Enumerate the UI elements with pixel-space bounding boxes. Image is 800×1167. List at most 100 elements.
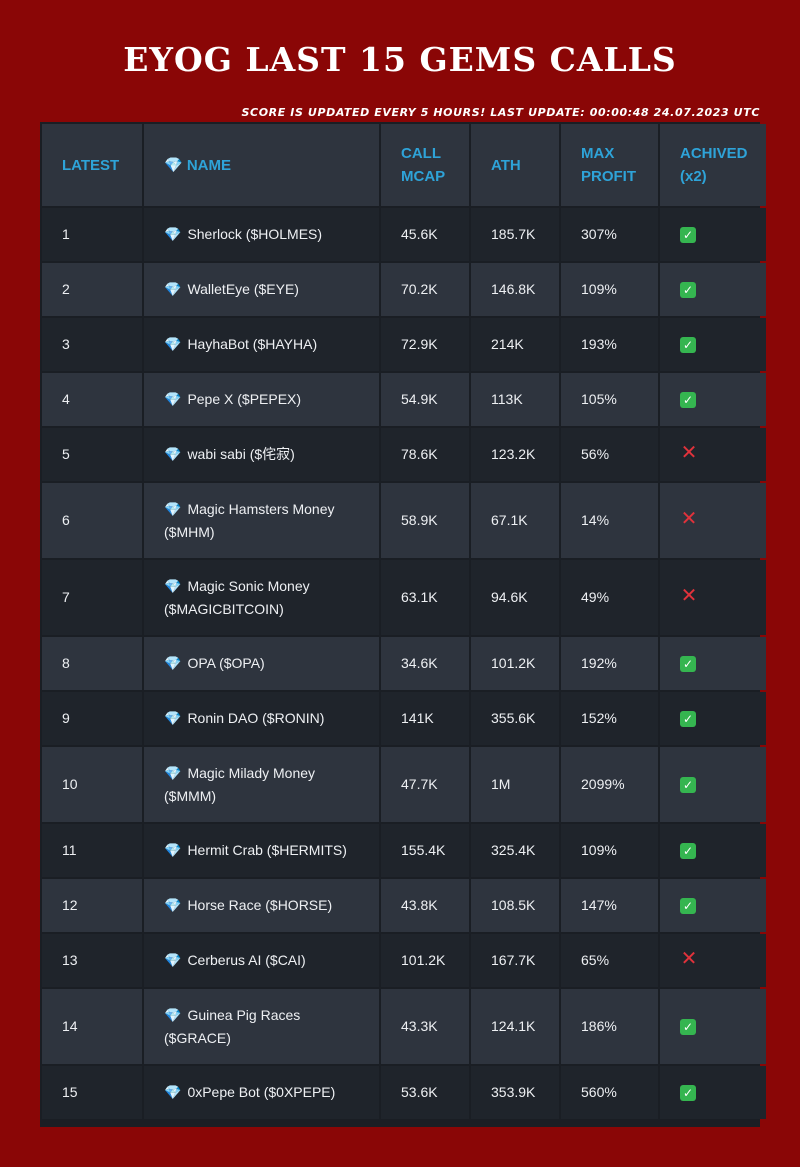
cell-achieved: ✓ (660, 989, 766, 1064)
cell-ath: 113K (471, 373, 559, 426)
cell-ath: 94.6K (471, 560, 559, 635)
gem-icon: 💎 (164, 952, 182, 968)
cell-call-mcap: 47.7K (381, 747, 469, 822)
token-name: Magic Sonic Money ($MAGICBITCOIN) (164, 577, 310, 617)
check-mark-icon: ✓ (680, 1019, 696, 1035)
gem-icon: 💎 (164, 226, 182, 242)
cell-name: 💎 Cerberus AI ($CAI) (144, 934, 379, 987)
cell-name: 💎 Sherlock ($HOLMES) (144, 208, 379, 261)
column-header-call-mcap: CALL MCAP (381, 124, 469, 206)
token-name: Sherlock ($HOLMES) (187, 226, 323, 242)
token-name: HayhaBot ($HAYHA) (187, 336, 318, 352)
cell-latest: 12 (42, 879, 142, 932)
gem-icon: 💎 (164, 655, 182, 671)
cell-max-profit: 307% (561, 208, 658, 261)
cell-max-profit: 109% (561, 824, 658, 877)
cell-call-mcap: 34.6K (381, 637, 469, 690)
cell-ath: 101.2K (471, 637, 559, 690)
cell-achieved: ✓ (660, 373, 766, 426)
cell-latest: 13 (42, 934, 142, 987)
gem-icon: 💎 (164, 1006, 182, 1023)
cell-call-mcap: 54.9K (381, 373, 469, 426)
check-mark-icon: ✓ (680, 777, 696, 793)
cell-achieved: ✕ (660, 428, 766, 481)
table-row: 8 💎 OPA ($OPA) 34.6K 101.2K 192% ✓ (42, 637, 766, 690)
token-name: WalletEye ($EYE) (187, 281, 299, 297)
token-name: Magic Hamsters Money ($MHM) (164, 500, 335, 540)
cell-ath: 67.1K (471, 483, 559, 558)
table-row: 2 💎 WalletEye ($EYE) 70.2K 146.8K 109% ✓ (42, 263, 766, 316)
cell-call-mcap: 78.6K (381, 428, 469, 481)
cell-achieved: ✓ (660, 318, 766, 371)
page-title: EYOG LAST 15 GEMS CALLS (123, 40, 677, 79)
cell-max-profit: 152% (561, 692, 658, 745)
table-row: 6 💎 Magic Hamsters Money ($MHM) 58.9K 67.1K 1… (42, 483, 766, 558)
table-body: 1 💎 Sherlock ($HOLMES) 45.6K 185.7K 307% ✓ 2 💎 Wa… (42, 208, 766, 1119)
gem-icon: 💎 (164, 710, 182, 726)
table-row: 11 💎 Hermit Crab ($HERMITS) 155.4K 325.4K 109… (42, 824, 766, 877)
check-mark-icon: ✓ (680, 711, 696, 727)
gems-table-container: LATEST 💎 NAME CALL MCAP ATH MAX PROFIT A… (40, 122, 766, 1127)
cell-max-profit: 56% (561, 428, 658, 481)
cross-mark-icon: ✕ (680, 948, 698, 970)
cell-achieved: ✓ (660, 1066, 766, 1119)
cell-ath: 124.1K (471, 989, 559, 1064)
cell-ath: 123.2K (471, 428, 559, 481)
cross-mark-icon: ✕ (680, 585, 698, 607)
cell-name: 💎 Magic Sonic Money ($MAGICBITCOIN) (144, 560, 379, 635)
cell-call-mcap: 141K (381, 692, 469, 745)
token-name: Pepe X ($PEPEX) (187, 391, 302, 407)
cell-name: 💎 Guinea Pig Races ($GRACE) (144, 989, 379, 1064)
token-name: OPA ($OPA) (187, 655, 265, 671)
table-header-row: LATEST 💎 NAME CALL MCAP ATH MAX PROFIT A… (42, 124, 766, 206)
cell-achieved: ✓ (660, 263, 766, 316)
cell-ath: 355.6K (471, 692, 559, 745)
cell-max-profit: 105% (561, 373, 658, 426)
cell-call-mcap: 53.6K (381, 1066, 469, 1119)
cell-max-profit: 147% (561, 879, 658, 932)
cell-call-mcap: 45.6K (381, 208, 469, 261)
check-mark-icon: ✓ (680, 282, 696, 298)
token-name: Magic Milady Money ($MMM) (164, 764, 316, 804)
cross-mark-icon: ✕ (680, 442, 698, 464)
gem-icon: 💎 (164, 336, 182, 352)
cell-ath: 108.5K (471, 879, 559, 932)
table-row: 5 💎 wabi sabi ($侘寂) 78.6K 123.2K 56% ✕ (42, 428, 766, 481)
gem-icon: 💎 (164, 1084, 182, 1100)
cell-max-profit: 192% (561, 637, 658, 690)
column-header-achieved: ACHIVED (x2) (660, 124, 766, 206)
update-note: SCORE IS UPDATED EVERY 5 HOURS! LAST UPD… (241, 106, 760, 119)
cell-ath: 185.7K (471, 208, 559, 261)
table-row: 14 💎 Guinea Pig Races ($GRACE) 43.3K 124.1K 1… (42, 989, 766, 1064)
table-row: 1 💎 Sherlock ($HOLMES) 45.6K 185.7K 307% ✓ (42, 208, 766, 261)
cell-max-profit: 49% (561, 560, 658, 635)
cell-name: 💎 Pepe X ($PEPEX) (144, 373, 379, 426)
gem-icon: 💎 (164, 281, 182, 297)
cell-latest: 5 (42, 428, 142, 481)
cell-max-profit: 65% (561, 934, 658, 987)
gems-table: LATEST 💎 NAME CALL MCAP ATH MAX PROFIT A… (40, 122, 768, 1121)
cell-name: 💎 wabi sabi ($侘寂) (144, 428, 379, 481)
cell-name: 💎 Ronin DAO ($RONIN) (144, 692, 379, 745)
cell-latest: 6 (42, 483, 142, 558)
cell-achieved: ✕ (660, 934, 766, 987)
table-row: 10 💎 Magic Milady Money ($MMM) 47.7K 1M 2099%… (42, 747, 766, 822)
column-header-latest: LATEST (42, 124, 142, 206)
check-mark-icon: ✓ (680, 898, 696, 914)
table-row: 4 💎 Pepe X ($PEPEX) 54.9K 113K 105% ✓ (42, 373, 766, 426)
cross-mark-icon: ✕ (680, 508, 698, 530)
cell-name: 💎 HayhaBot ($HAYHA) (144, 318, 379, 371)
cell-achieved: ✓ (660, 747, 766, 822)
check-mark-icon: ✓ (680, 656, 696, 672)
cell-max-profit: 109% (561, 263, 658, 316)
cell-call-mcap: 155.4K (381, 824, 469, 877)
token-name: Guinea Pig Races ($GRACE) (164, 1006, 301, 1046)
cell-name: 💎 0xPepe Bot ($0XPEPE) (144, 1066, 379, 1119)
gem-icon: 💎 (164, 577, 182, 594)
table-row: 3 💎 HayhaBot ($HAYHA) 72.9K 214K 193% ✓ (42, 318, 766, 371)
cell-ath: 167.7K (471, 934, 559, 987)
cell-ath: 1M (471, 747, 559, 822)
cell-achieved: ✓ (660, 824, 766, 877)
cell-max-profit: 193% (561, 318, 658, 371)
cell-call-mcap: 70.2K (381, 263, 469, 316)
